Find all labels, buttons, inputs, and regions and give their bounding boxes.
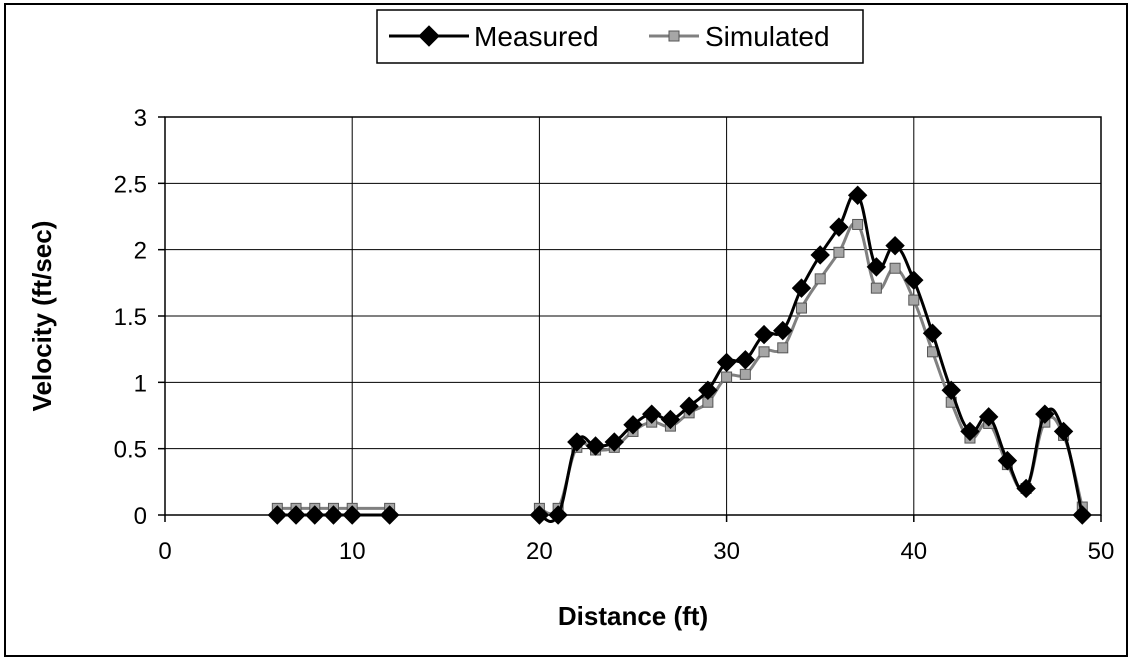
measured-point <box>698 380 718 401</box>
x-tick-label: 40 <box>900 538 927 565</box>
measured-point <box>941 380 961 401</box>
measured-point <box>885 235 905 256</box>
measured-point <box>1035 404 1055 424</box>
measured-point <box>1016 478 1036 499</box>
legend-measured-label: Measured <box>474 21 599 52</box>
chart-frame: 0 10 20 30 40 50 0 0.5 1 1.5 2 2.5 3 Distance (ft) V… <box>4 3 1128 657</box>
measured-point <box>642 404 662 424</box>
x-tick-label: 30 <box>713 538 740 565</box>
simulated-point <box>870 282 882 294</box>
measured-point <box>922 323 943 343</box>
measured-point <box>379 505 400 525</box>
tick-labels: 0 10 20 30 40 50 0 0.5 1 1.5 2 2.5 3 <box>114 105 1115 565</box>
y-tick-label: 1 <box>134 370 147 397</box>
measured-point <box>342 505 362 525</box>
measured-point <box>604 432 624 452</box>
measured-point <box>679 396 699 416</box>
y-tick-label: 3 <box>134 105 147 132</box>
measured-line <box>538 192 1084 523</box>
legend-simulated-label: Simulated <box>705 21 830 52</box>
x-axis-title: Distance (ft) <box>558 601 708 631</box>
simulated-point <box>795 302 807 314</box>
measured-point <box>866 257 887 277</box>
y-tick-label: 1.5 <box>114 304 147 331</box>
simulated-point <box>908 294 920 306</box>
measured-point <box>267 505 288 525</box>
simulated-point <box>814 273 826 285</box>
series-simulated <box>271 218 1088 516</box>
measured-point <box>623 415 643 435</box>
velocity-distance-chart: 0 10 20 30 40 50 0 0.5 1 1.5 2 2.5 3 Distance (ft) V… <box>27 9 1115 631</box>
measured-point <box>960 421 980 442</box>
simulated-line <box>538 221 1084 516</box>
y-tick-label: 2.5 <box>114 171 147 198</box>
measured-point <box>305 505 325 525</box>
simulated-point <box>777 342 789 354</box>
measured-point <box>716 352 737 373</box>
measured-point <box>286 505 306 525</box>
measured-point <box>791 278 812 298</box>
measured-point <box>1072 505 1092 525</box>
legend: Measured Simulated <box>376 9 864 64</box>
x-tick-label: 50 <box>1088 538 1115 565</box>
series-layer <box>267 185 1092 525</box>
x-tick-label: 20 <box>526 538 553 565</box>
measured-point <box>585 436 606 456</box>
simulated-point <box>852 218 864 230</box>
simulated-point <box>758 346 770 358</box>
simulated-point <box>721 371 733 383</box>
gridlines <box>164 116 1102 516</box>
legend-simulated-marker <box>668 30 680 42</box>
measured-point <box>754 324 774 345</box>
measured-point <box>904 270 924 290</box>
measured-point <box>810 245 830 265</box>
y-tick-label: 0.5 <box>114 437 147 464</box>
measured-point <box>773 320 793 341</box>
measured-point <box>567 432 587 452</box>
series-measured <box>267 185 1092 525</box>
measured-point <box>323 505 344 525</box>
measured-point <box>978 407 999 427</box>
measured-point <box>529 505 550 525</box>
measured-point <box>847 185 868 205</box>
y-axis-title: Velocity (ft/sec) <box>27 221 57 412</box>
legend-measured-marker <box>418 25 440 47</box>
x-tick-label: 10 <box>339 538 366 565</box>
measured-point <box>1053 421 1074 442</box>
y-tick-label: 2 <box>134 238 147 265</box>
measured-point <box>660 409 681 430</box>
x-tick-label: 0 <box>158 538 171 565</box>
simulated-point <box>833 246 845 258</box>
measured-point <box>829 217 849 237</box>
simulated-point <box>739 368 751 380</box>
simulated-point <box>889 262 901 274</box>
measured-point <box>735 350 756 370</box>
measured-point <box>548 505 568 525</box>
y-tick-label: 0 <box>134 503 147 530</box>
measured-point <box>997 450 1018 471</box>
